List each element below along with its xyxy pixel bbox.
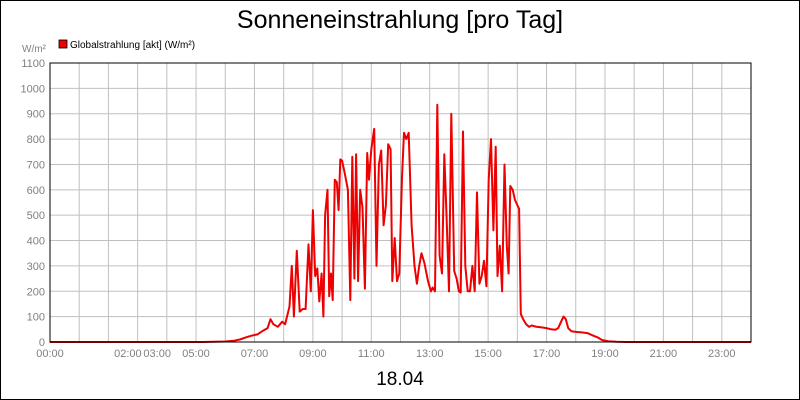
x-tick-label: 05:00 (182, 348, 210, 360)
y-tick-label: 200 (27, 286, 45, 298)
y-tick-label: 100 (27, 312, 45, 324)
x-tick-label: 11:00 (358, 348, 385, 360)
x-tick-label: 17:00 (533, 348, 561, 360)
y-tick-label: 300 (27, 261, 45, 273)
x-tick-label: 15:00 (474, 348, 502, 360)
y-tick-label: 400 (27, 236, 45, 248)
x-tick-label: 07:00 (241, 348, 269, 360)
chart-title: Sonneneinstrahlung [pro Tag] (237, 6, 563, 34)
y-tick-label: 800 (27, 134, 45, 146)
y-tick-label: 0 (39, 337, 45, 349)
y-tick-label: 700 (27, 159, 45, 171)
y-tick-label: 600 (27, 185, 45, 197)
series-line-globalstrahlung (50, 103, 751, 343)
x-tick-label: 21:00 (650, 348, 678, 360)
legend-swatch (58, 39, 68, 49)
x-tick-label: 19:00 (591, 348, 619, 360)
x-tick-label: 13:00 (416, 348, 444, 360)
x-tick-label: 02:00 (114, 348, 142, 360)
y-tick-label: 500 (27, 210, 45, 222)
y-axis-unit: W/m² (22, 44, 47, 55)
x-tick-label: 09:00 (299, 348, 327, 360)
date-label: 18.04 (376, 369, 424, 390)
legend-label: Globalstrahlung [akt] (W/m²) (70, 40, 195, 51)
x-tick-labels: 00:00 02:00 03:00 05:00 07:00 09:00 11:00 13:00… (36, 348, 735, 360)
x-tick-label: 03:00 (143, 348, 171, 360)
y-tick-label: 1100 (21, 58, 45, 70)
y-tick-label: 1000 (21, 83, 45, 95)
y-tick-labels: 0 100 200 300 400 500 600 700 800 900 1000 1100 (21, 58, 45, 349)
y-tick-label: 900 (27, 109, 45, 121)
plot-area (49, 62, 752, 343)
x-tick-label: 00:00 (36, 348, 64, 360)
x-tick-label: 23:00 (708, 348, 736, 360)
